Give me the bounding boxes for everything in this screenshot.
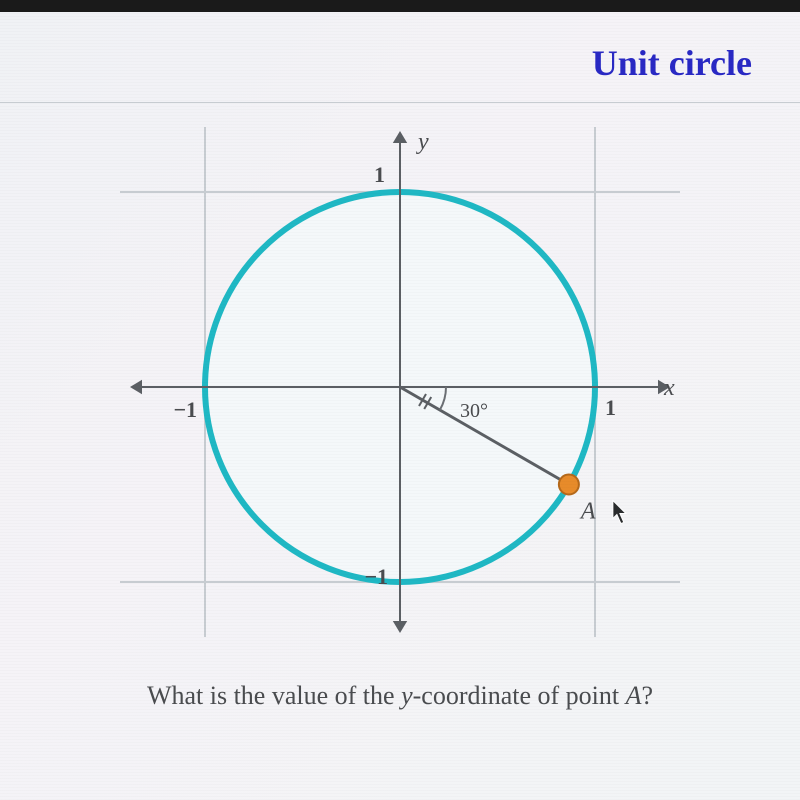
header: Unit circle	[0, 12, 800, 102]
svg-text:−1: −1	[173, 397, 197, 422]
svg-text:1: 1	[374, 162, 385, 187]
question-mid: -coordinate of point	[413, 681, 626, 710]
question-variable: y	[401, 681, 413, 710]
unit-circle-diagram: 30° Ay x 1 1 −1 −1	[120, 127, 680, 637]
svg-text:−1: −1	[364, 564, 388, 589]
device-top-bar	[0, 0, 800, 12]
svg-text:1: 1	[605, 395, 616, 420]
question-prefix: What is the value of the	[147, 681, 401, 710]
question-suffix: ?	[642, 681, 654, 710]
svg-text:A: A	[579, 499, 596, 525]
page-title: Unit circle	[0, 42, 752, 84]
svg-text:30°: 30°	[460, 400, 488, 422]
question-point: A	[626, 681, 642, 710]
svg-text:x: x	[663, 375, 675, 401]
chart-area: 30°Ayx11−1−1 What is the value of the y-…	[0, 103, 800, 711]
svg-text:y: y	[416, 129, 429, 155]
content-screen: Unit circle 30° Ay x 1 1 −1 −1 What is the val…	[0, 12, 800, 800]
question-text: What is the value of the y-coordinate of…	[147, 681, 653, 711]
